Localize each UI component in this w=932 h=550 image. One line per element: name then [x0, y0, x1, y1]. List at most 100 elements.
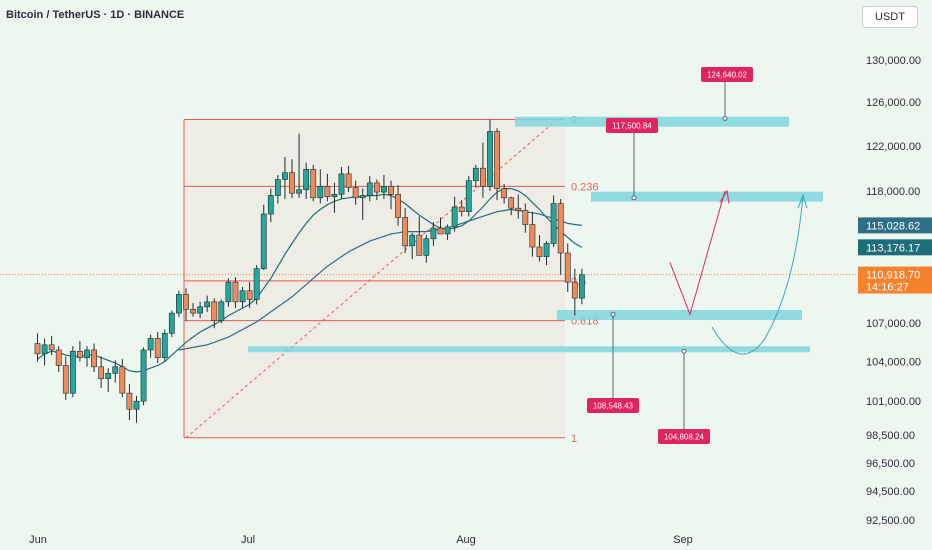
candle [176, 294, 182, 314]
candle [91, 349, 97, 368]
candle [345, 173, 352, 188]
axis-price-label [858, 266, 932, 294]
candle [515, 207, 522, 211]
candle [147, 338, 154, 351]
candle [119, 366, 126, 394]
currency-button[interactable]: USDT [862, 6, 918, 28]
candle [564, 252, 571, 283]
candle [62, 365, 69, 394]
candle [274, 179, 281, 196]
candle [296, 189, 302, 194]
candle [352, 187, 359, 199]
candle [69, 350, 76, 394]
chart-title: Bitcoin / TetherUS · 1D · BINANCE [6, 9, 184, 21]
candle [133, 400, 140, 410]
price-target-tag [658, 429, 710, 444]
candle [112, 366, 119, 374]
countdown-label: 14:16:27 [866, 282, 909, 294]
y-tick-label: 107,000.00 [866, 318, 921, 330]
x-tick-label: Jul [241, 534, 255, 546]
candle [225, 281, 232, 303]
candle [578, 274, 585, 299]
candle [317, 186, 324, 199]
candle [557, 203, 564, 254]
candle [480, 167, 486, 187]
y-tick-label: 101,000.00 [866, 396, 921, 408]
candle [232, 281, 239, 303]
candle [571, 281, 578, 299]
x-tick-label: Jun [29, 534, 47, 546]
candle [34, 343, 41, 355]
y-tick-label: 130,000.00 [866, 55, 921, 67]
support-resistance-zone [557, 309, 802, 320]
tag-anchor [722, 115, 728, 121]
moving-average-line [37, 188, 583, 373]
candle [458, 206, 465, 212]
candle [444, 226, 451, 235]
price-target-label: 124,640.02 [707, 71, 748, 80]
candle [395, 194, 401, 218]
candle [472, 167, 479, 181]
candle [487, 131, 493, 187]
candle [366, 182, 373, 196]
candle [77, 350, 83, 359]
candle [48, 344, 55, 351]
candle [536, 246, 543, 257]
candle [282, 172, 288, 180]
candle [550, 203, 557, 244]
candle [204, 301, 211, 308]
y-tick-label: 118,000.00 [866, 186, 920, 198]
price-target-tag [587, 398, 639, 413]
candle [416, 234, 423, 256]
axis-price-label [858, 217, 932, 234]
candles [34, 119, 585, 423]
candle [359, 195, 366, 199]
fib-label: 0.236 [571, 181, 599, 193]
candle [218, 301, 225, 321]
fib-label: 1 [571, 433, 577, 445]
candle [126, 392, 133, 410]
candle [197, 306, 204, 314]
support-resistance-zone [248, 346, 810, 353]
candle [338, 173, 345, 195]
tag-anchor [631, 195, 637, 201]
candle [402, 217, 409, 247]
candle [324, 186, 331, 197]
moving-average-line [178, 208, 582, 351]
candle [289, 172, 295, 194]
candle [465, 180, 472, 212]
candle [529, 224, 536, 248]
candle [190, 309, 196, 314]
candle [373, 182, 380, 193]
candle [451, 206, 458, 228]
candle [310, 169, 317, 199]
y-tick-label: 98,500.00 [866, 430, 915, 442]
candle [168, 312, 175, 334]
tag-anchor [681, 348, 687, 354]
y-tick-label: 104,000.00 [866, 357, 921, 369]
axis-price-text: 115,028.62 [866, 220, 920, 232]
candle [246, 290, 253, 300]
projection-path [711, 195, 804, 355]
candle [303, 169, 310, 191]
axis-price-text: 110,918.70 [866, 270, 920, 282]
projection-arrowhead [797, 193, 808, 209]
candle [105, 373, 112, 379]
y-tick-label: 96,500.00 [866, 458, 915, 470]
candle [331, 194, 338, 197]
candle [430, 227, 437, 240]
candle [409, 234, 416, 247]
projection-path [669, 190, 726, 316]
x-tick-label: Sep [673, 534, 693, 546]
projection-arrowhead [719, 189, 730, 204]
candle [437, 227, 444, 235]
candle [98, 366, 105, 379]
candle [253, 268, 260, 300]
price-target-label: 104,808.24 [664, 433, 705, 442]
x-tick-label: Aug [456, 534, 476, 546]
y-tick-label: 126,000.00 [866, 97, 921, 109]
y-tick-label: 92,500.00 [866, 515, 915, 527]
price-target-tag [701, 67, 753, 82]
price-target-label: 117,500.84 [612, 122, 652, 131]
